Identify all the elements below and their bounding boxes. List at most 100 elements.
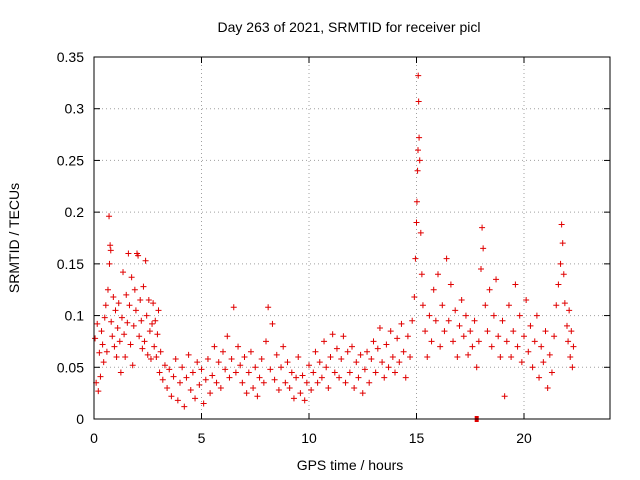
data-point: [99, 341, 106, 348]
data-point: [538, 343, 545, 350]
data-point: [168, 393, 175, 400]
data-point: [129, 362, 136, 369]
y-tick-label: 0: [76, 411, 84, 427]
data-point: [140, 283, 147, 290]
data-point: [254, 393, 261, 400]
data-point: [424, 353, 431, 360]
data-point: [336, 374, 343, 381]
data-point: [96, 349, 103, 356]
data-point: [113, 353, 120, 360]
data-point: [389, 353, 396, 360]
data-point: [256, 374, 263, 381]
data-point: [118, 314, 125, 321]
data-point: [224, 333, 231, 340]
data-point: [512, 281, 519, 288]
data-point: [415, 98, 422, 105]
data-point: [415, 72, 422, 79]
data-point: [316, 359, 323, 366]
data-point: [126, 302, 133, 309]
data-point: [475, 338, 482, 345]
data-point: [368, 356, 375, 363]
data-point: [284, 359, 291, 366]
data-point: [376, 324, 383, 331]
data-point: [108, 318, 115, 325]
data-point: [310, 369, 317, 376]
data-point: [104, 286, 111, 293]
data-point: [243, 390, 250, 397]
data-point: [490, 312, 497, 319]
data-point: [156, 369, 163, 376]
y-tick-label: 0.3: [65, 101, 85, 117]
data-point: [325, 384, 332, 391]
data-point: [346, 369, 353, 376]
data-point: [101, 314, 108, 321]
data-point: [435, 271, 441, 278]
data-point: [501, 393, 508, 400]
y-tick-label: 0.25: [57, 152, 84, 168]
data-point: [394, 335, 401, 342]
data-point: [269, 320, 276, 327]
data-point: [157, 348, 164, 355]
chart-title: Day 263 of 2021, SRMTID for receiver pic…: [218, 19, 481, 35]
data-point: [98, 328, 105, 335]
data-point: [361, 366, 368, 373]
data-point: [100, 359, 107, 366]
y-tick-label: 0.05: [57, 359, 84, 375]
data-point: [297, 390, 304, 397]
x-tick-label: 20: [516, 430, 532, 446]
data-point: [258, 356, 265, 363]
data-point: [540, 359, 547, 366]
data-point: [516, 312, 523, 319]
data-point: [232, 369, 239, 376]
data-point: [553, 302, 560, 309]
data-point: [338, 356, 345, 363]
data-point: [331, 369, 338, 376]
data-point: [121, 331, 128, 338]
data-point: [94, 320, 101, 327]
data-point: [124, 319, 131, 326]
data-point: [497, 353, 504, 360]
data-point: [142, 257, 149, 264]
data-point: [174, 397, 181, 404]
data-point: [172, 356, 179, 363]
data-point: [295, 353, 302, 360]
data-point: [120, 269, 127, 276]
data-point: [495, 333, 502, 340]
data-point: [333, 345, 340, 352]
data-point: [385, 364, 392, 371]
data-point: [116, 338, 123, 345]
data-point: [484, 328, 491, 335]
data-point: [478, 266, 484, 273]
data-point: [450, 338, 457, 345]
data-point: [351, 384, 358, 391]
data-point: [263, 338, 269, 345]
data-point: [567, 353, 574, 360]
data-point: [349, 343, 355, 350]
data-point: [558, 221, 565, 228]
data-point: [396, 359, 403, 366]
data-point: [469, 343, 476, 350]
data-point: [321, 338, 328, 345]
data-point: [416, 157, 423, 164]
data-point: [418, 271, 425, 278]
data-point: [452, 307, 459, 314]
data-point: [402, 374, 409, 381]
data-point: [471, 317, 478, 324]
data-point: [412, 255, 419, 262]
data-point: [217, 384, 224, 391]
data-point: [359, 390, 366, 397]
data-point: [428, 338, 435, 345]
data-point: [181, 403, 188, 410]
data-point: [456, 322, 463, 329]
x-tick-label: 10: [301, 430, 317, 446]
data-point: [548, 369, 555, 376]
data-point: [282, 379, 289, 386]
data-point: [241, 353, 248, 360]
data-point: [542, 328, 549, 335]
data-point: [460, 333, 467, 340]
data-point: [570, 343, 577, 350]
data-point: [155, 307, 162, 314]
data-point: [414, 167, 421, 174]
y-axis-label: SRMTID / TECUs: [6, 183, 22, 293]
data-point: [303, 379, 310, 386]
